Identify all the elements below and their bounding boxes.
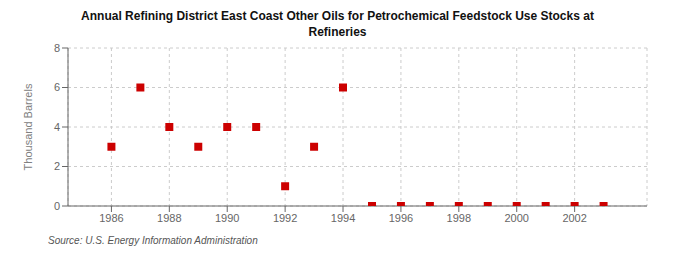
html-text:Annual Refining District East: Annual Refining District East Coast Othe… [81,9,594,23]
svg-text:1990: 1990 [215,212,239,224]
svg-text:4: 4 [54,121,60,133]
svg-text:1988: 1988 [157,212,181,224]
svg-text:1986: 1986 [99,212,123,224]
html-text:Source: U.S. Energy Informatio: Source: U.S. Energy Information Administ… [48,235,258,246]
svg-text:1994: 1994 [331,212,355,224]
svg-text:Thousand Barrels: Thousand Barrels [22,83,34,170]
svg-text:0: 0 [54,200,60,212]
svg-text:2002: 2002 [562,212,586,224]
svg-text:6: 6 [54,81,60,93]
svg-text:1998: 1998 [447,212,471,224]
svg-text:2000: 2000 [504,212,528,224]
svg-text:2: 2 [54,160,60,172]
svg-text:1996: 1996 [389,212,413,224]
svg-text:1992: 1992 [273,212,297,224]
html-text:Refineries: Refineries [308,25,367,39]
svg-text:8: 8 [54,42,60,54]
